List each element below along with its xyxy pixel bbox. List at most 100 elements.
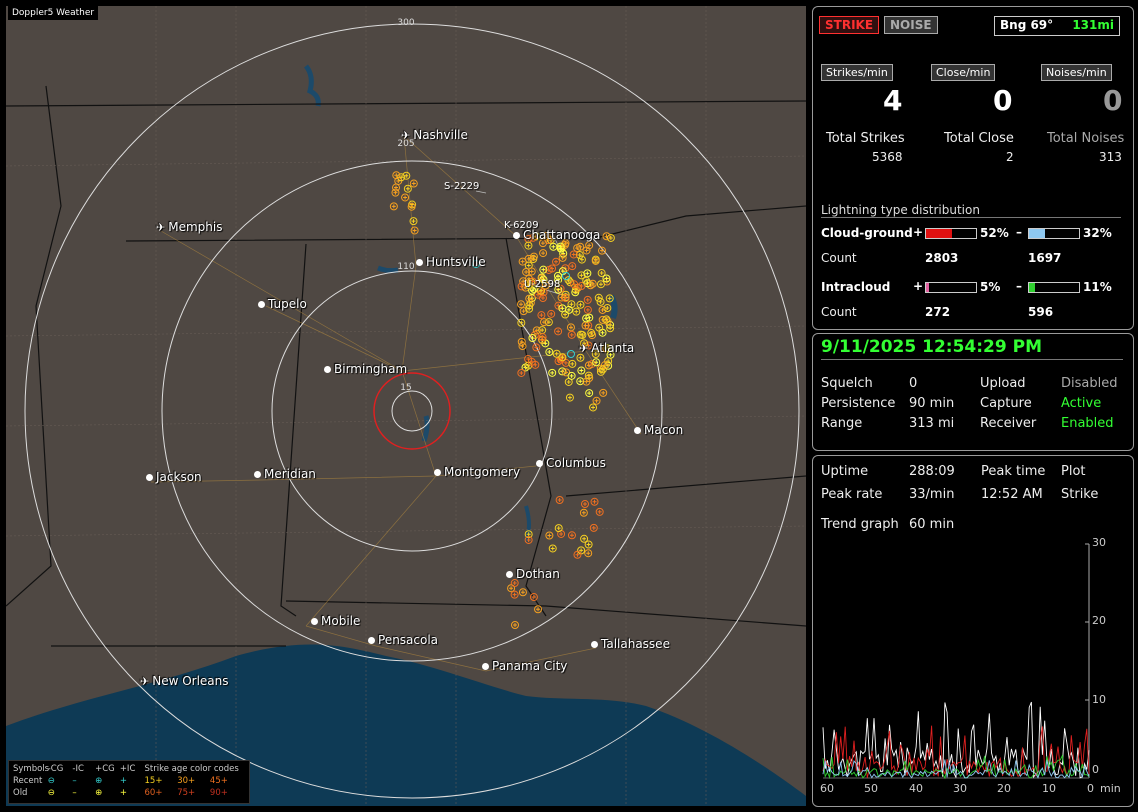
city-marker: Montgomery <box>434 465 520 479</box>
strike-rate: 4 <box>883 84 903 117</box>
strike-symbol <box>554 524 563 533</box>
strike-symbol <box>545 348 554 357</box>
strike-symbol <box>589 403 598 412</box>
total-strikes-value: 5368 <box>872 150 903 164</box>
strike-symbol <box>596 280 605 289</box>
strike-symbol <box>567 531 576 540</box>
strike-symbol <box>511 620 520 629</box>
strike-symbol <box>594 293 603 302</box>
strike-symbol <box>552 257 561 266</box>
strike-symbol <box>576 377 585 386</box>
strike-symbol <box>573 244 582 253</box>
ic-positive-pct: 5% <box>980 280 1001 294</box>
count-label: Count <box>821 305 857 319</box>
trend-graph-value[interactable]: 60 min <box>909 517 955 532</box>
strike-symbol <box>534 605 543 614</box>
minus-sign: – <box>1016 279 1022 293</box>
y-tick-label: 30 <box>1092 536 1106 549</box>
plot-value[interactable]: Strike <box>1061 487 1099 502</box>
x-tick-label: 30 <box>953 782 967 795</box>
x-tick-label: 10 <box>1042 782 1056 795</box>
range-label: Range <box>821 416 863 431</box>
strike-button[interactable]: STRIKE <box>819 16 880 34</box>
strike-symbol <box>569 250 578 259</box>
distribution-title: Lightning type distribution <box>821 203 1121 218</box>
strike-symbol <box>572 307 581 316</box>
strike-symbol <box>407 202 416 211</box>
strike-symbol <box>570 280 579 289</box>
squelch-label: Squelch <box>821 376 873 391</box>
legend-age: 75+ <box>177 788 196 798</box>
x-tick-label: 60 <box>820 782 834 795</box>
y-tick-label: 10 <box>1092 693 1106 706</box>
strike-symbol <box>401 193 410 202</box>
strike-symbol <box>576 330 585 339</box>
strike-symbol <box>559 249 568 258</box>
total-noises-value: 313 <box>1099 150 1122 164</box>
cg-negative-pct: 32% <box>1083 226 1112 240</box>
strike-symbol <box>528 333 537 342</box>
strike-symbol <box>577 282 586 291</box>
strike-symbol <box>598 365 607 374</box>
x-tick-label: 50 <box>864 782 878 795</box>
strike-symbol <box>582 276 591 285</box>
strike-symbol <box>595 507 604 516</box>
x-unit-label: min <box>1100 782 1121 795</box>
total-close-value: 2 <box>1006 150 1014 164</box>
strike-symbol <box>584 371 593 380</box>
strike-symbol <box>518 342 527 351</box>
strike-symbol <box>597 269 606 278</box>
strike-symbol <box>587 329 596 338</box>
y-tick-label: 0 <box>1092 763 1099 776</box>
strike-symbol <box>519 307 528 316</box>
trend-series <box>822 759 1090 779</box>
y-tick-label: 20 <box>1092 614 1106 627</box>
plot-label: Plot <box>1061 464 1086 479</box>
strike-symbol <box>554 285 563 294</box>
legend-symbol: ⊕ <box>95 776 103 786</box>
strike-symbol <box>579 508 588 517</box>
range-label: 110 <box>397 262 415 272</box>
roads <box>150 135 642 672</box>
total-close-label: Total Close <box>944 131 1014 146</box>
radar-map[interactable]: Doppler5 Weather 300 205 110 15 S-2229 K… <box>6 6 806 806</box>
strike-symbol <box>576 300 585 309</box>
strike-symbol <box>403 184 412 193</box>
strike-symbol <box>539 288 548 297</box>
intracloud-label: Intracloud <box>821 280 891 294</box>
peak-rate-value: 33/min <box>909 487 955 502</box>
settings-panel: 9/11/2025 12:54:29 PM Squelch 0 Persiste… <box>812 333 1134 451</box>
strike-symbol <box>577 271 586 280</box>
uptime-label: Uptime <box>821 464 869 479</box>
upload-value[interactable]: Disabled <box>1061 376 1118 391</box>
city-marker: Pensacola <box>368 633 438 647</box>
legend-symbol: ⊖ <box>47 776 55 786</box>
strike-symbol <box>567 330 576 339</box>
cg-positive-count: 2803 <box>925 251 959 265</box>
legend-text: +CG <box>95 764 115 774</box>
strike-symbol <box>410 226 419 235</box>
noise-button[interactable]: NOISE <box>884 16 938 34</box>
strikes-per-min-header: Strikes/min <box>821 64 893 81</box>
strike-symbol <box>402 171 411 180</box>
total-strikes-label: Total Strikes <box>826 131 905 146</box>
ic-negative-bar <box>1028 282 1080 293</box>
ic-negative-pct: 11% <box>1083 280 1112 294</box>
strike-symbol <box>555 495 564 504</box>
strike-symbol <box>517 318 526 327</box>
strike-symbol <box>409 217 418 226</box>
strike-symbol <box>591 256 600 265</box>
strike-symbol <box>545 531 554 540</box>
legend-text: -CG <box>47 764 64 774</box>
strike-symbol <box>517 300 526 309</box>
storm-label: K-6209 <box>504 220 539 231</box>
legend-symbol: + <box>119 788 127 798</box>
ic-positive-count: 272 <box>925 305 951 319</box>
ic-positive-bar <box>925 282 977 293</box>
capture-value[interactable]: Active <box>1061 396 1102 411</box>
minus-sign: – <box>1016 225 1022 239</box>
receiver-value[interactable]: Enabled <box>1061 416 1114 431</box>
strike-symbol <box>577 255 586 264</box>
city-marker: Macon <box>634 423 683 437</box>
city-marker: Chattanooga <box>513 228 600 242</box>
